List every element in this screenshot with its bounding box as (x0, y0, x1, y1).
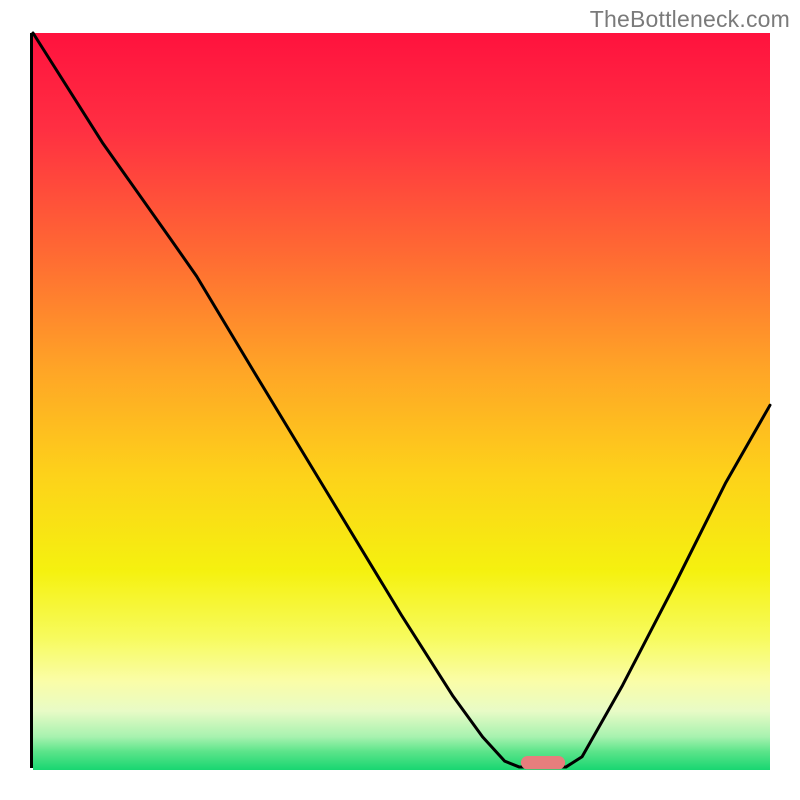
chart-plot-area (30, 33, 770, 768)
watermark-text: TheBottleneck.com (590, 6, 790, 33)
optimal-marker (33, 33, 770, 770)
